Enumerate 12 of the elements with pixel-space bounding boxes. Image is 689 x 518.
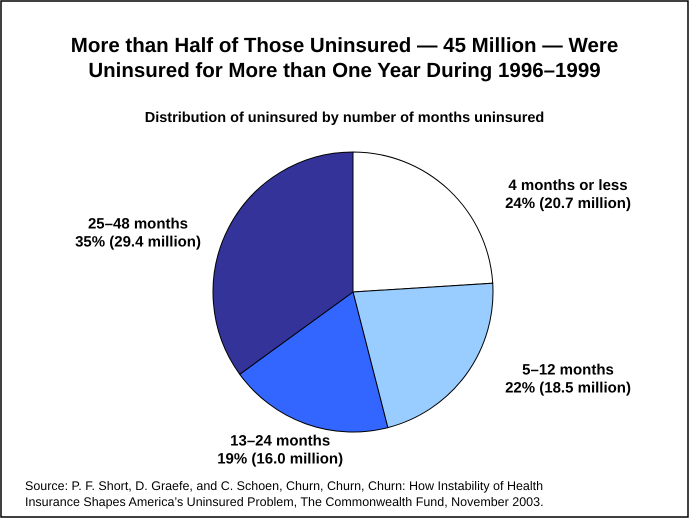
text: Insurance Shapes America’s Uninsured Problem, The Commonwealth Fund, November 2003. [25, 495, 544, 509]
data-label: 24% (20.7 million) [505, 194, 631, 212]
source-note: Source: P. F. Short, D. Graefe, and C. Schoen, Churn, Churn, Churn: How Instability of Health [25, 479, 544, 493]
slice-label: 4 months or less [508, 176, 628, 194]
slice-label: 5–12 months [522, 361, 614, 378]
slice-label: 25–48 months [88, 215, 188, 232]
chart-subtitle: Distribution of uninsured by number of months uninsured [144, 110, 544, 126]
data-label: 35% (29.4 million) [75, 233, 201, 250]
chart-title: More than Half of Those Uninsured — 45 Million — Were Uninsured for More than One Year During 1996–1999 [70, 34, 618, 82]
slice-label: 13–24 months [230, 432, 330, 450]
data-label: 19% (16.0 million) [217, 450, 344, 468]
data-label: 22% (18.5 million) [505, 379, 631, 396]
